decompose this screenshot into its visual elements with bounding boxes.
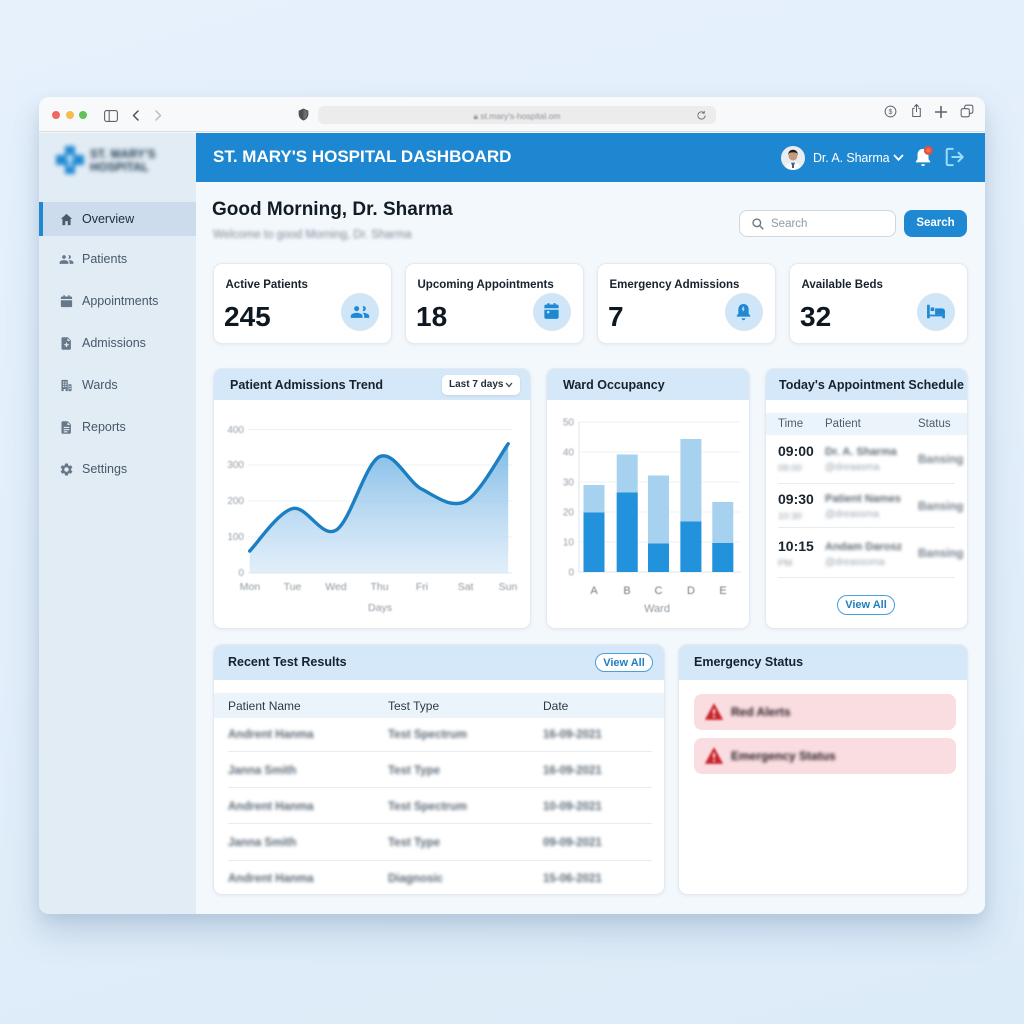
svg-text:50: 50 [563,418,575,429]
svg-text:0: 0 [568,568,574,579]
svg-text:400: 400 [227,425,244,436]
svg-text:Sun: Sun [499,581,518,593]
svg-text:Wed: Wed [325,581,347,593]
svg-text:Tue: Tue [284,581,302,593]
svg-text:Thu: Thu [370,581,388,593]
svg-text:Sat: Sat [458,581,474,593]
svg-text:200: 200 [227,496,244,507]
svg-text:300: 300 [227,460,244,471]
svg-text:$: $ [889,108,893,115]
svg-text:D: D [687,585,695,597]
svg-text:100: 100 [227,532,244,543]
svg-text:30: 30 [563,478,575,489]
svg-text:E: E [719,585,726,597]
svg-text:10: 10 [563,538,575,549]
svg-text:20: 20 [563,508,575,519]
svg-text:C: C [655,585,663,597]
svg-text:Fri: Fri [416,581,428,593]
svg-text:0: 0 [238,568,244,579]
svg-text:Ward: Ward [644,603,670,615]
svg-text:Days: Days [368,602,392,614]
svg-text:Mon: Mon [240,581,261,593]
svg-text:B: B [623,585,630,597]
svg-text:40: 40 [563,448,575,459]
svg-text:A: A [590,585,598,597]
